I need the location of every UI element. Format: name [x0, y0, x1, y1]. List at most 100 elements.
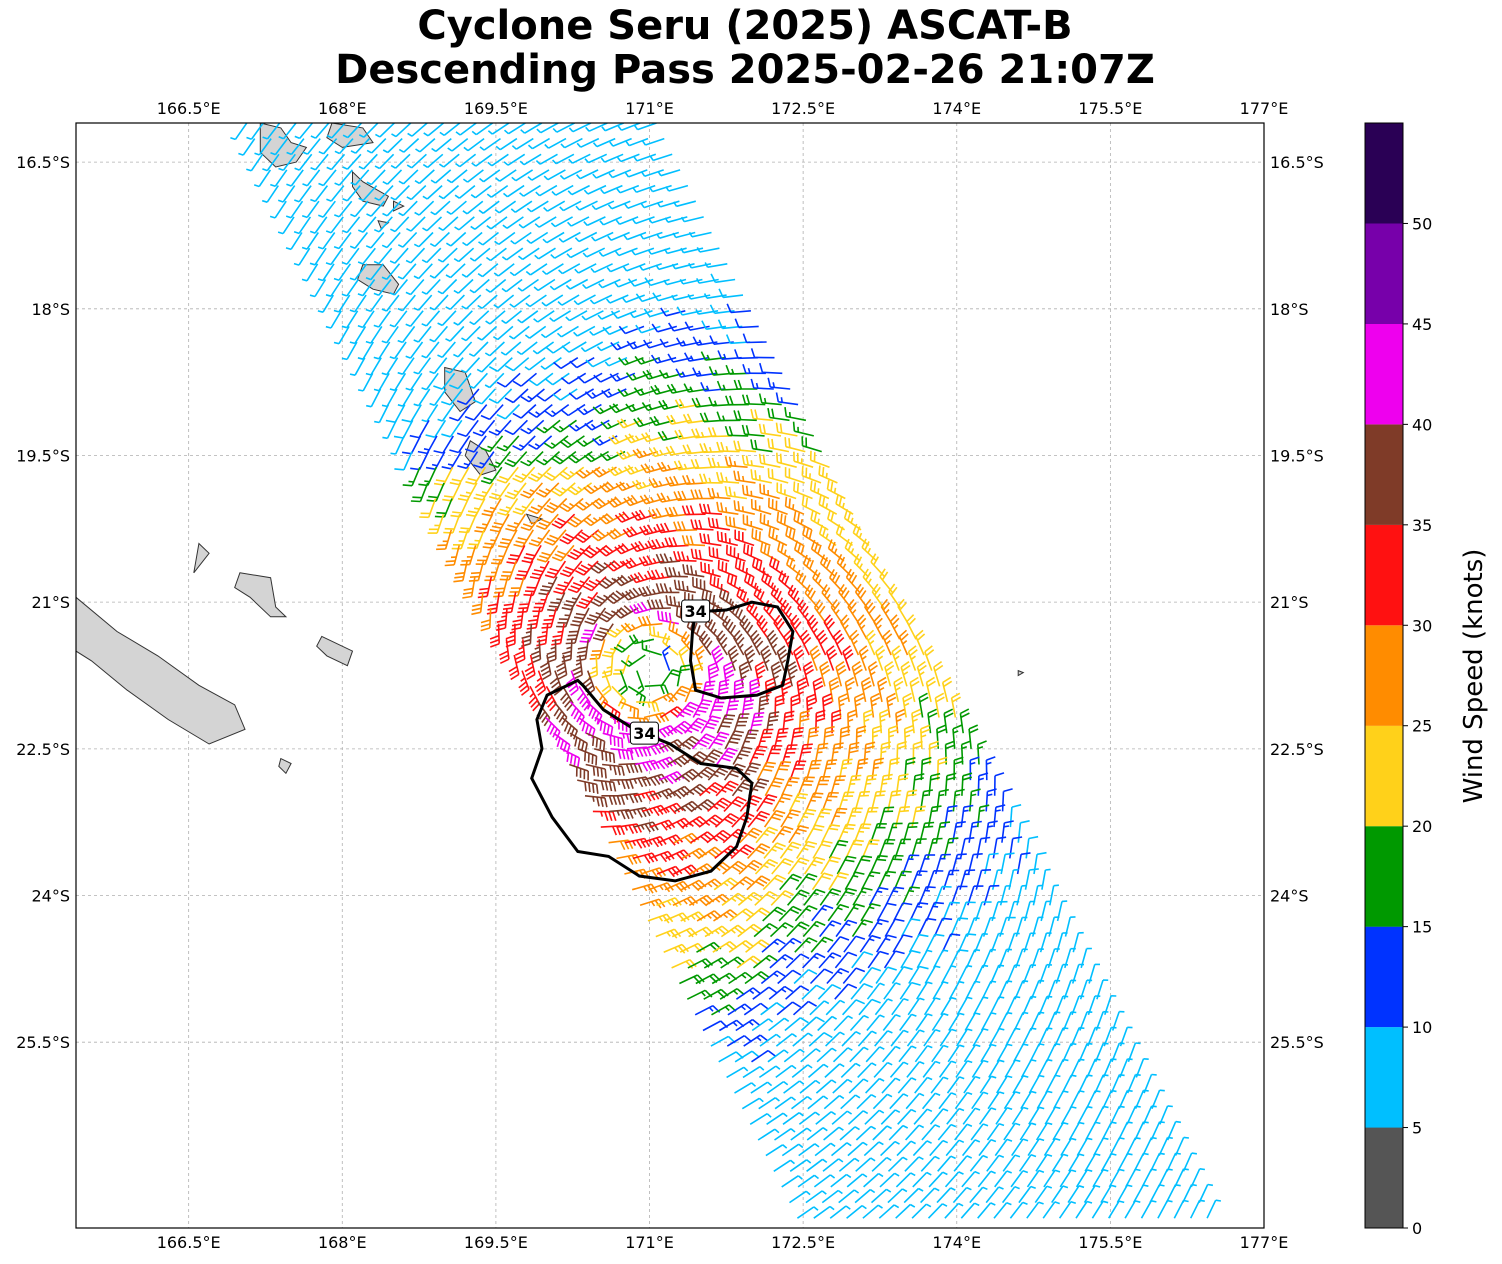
wind-barb [238, 138, 256, 156]
wind-barb [682, 564, 705, 578]
wind-barb [382, 419, 398, 440]
lat-tick-label-left: 16.5°S [16, 153, 70, 172]
wind-barb [810, 539, 829, 562]
wind-barb [768, 497, 788, 515]
wind-barb [676, 337, 702, 347]
wind-barb [519, 184, 541, 197]
wind-barb [520, 388, 545, 403]
colorbar-tick-label: 40 [1412, 415, 1432, 434]
wind-barb [501, 310, 523, 324]
wind-barb [560, 137, 583, 149]
wind-barb [488, 388, 513, 404]
wind-barb [664, 216, 688, 223]
wind-barb [484, 560, 501, 582]
wind-barb [626, 340, 653, 350]
wind-barb [261, 185, 279, 203]
wind-barb [406, 153, 427, 169]
wind-barb [485, 310, 506, 325]
wind-barb [658, 399, 684, 410]
wind-barb [423, 123, 445, 137]
wind-barb [496, 404, 521, 420]
wind-barb [633, 417, 659, 428]
wind-barb [793, 481, 813, 500]
wind-barb [718, 288, 744, 299]
wind-barb [453, 341, 473, 358]
wind-barb [549, 310, 572, 322]
wind-barb [561, 341, 587, 353]
wind-barb [742, 333, 767, 344]
wind-barb [843, 508, 862, 531]
wind-barb [649, 153, 673, 162]
wind-barb [741, 484, 764, 500]
wind-barb [734, 318, 759, 329]
wind-barb [512, 435, 536, 451]
wind-barb [516, 341, 538, 356]
wind-barb [549, 278, 572, 291]
wind-barb [535, 184, 558, 197]
wind-barb [602, 325, 628, 336]
lat-tick-label-left: 22.5°S [16, 740, 70, 759]
wind-barb [618, 356, 644, 366]
wind-barb [576, 137, 600, 148]
wind-barb [350, 138, 370, 154]
wind-barb [672, 231, 696, 239]
wind-barb [598, 544, 624, 557]
lat-tick-label-right: 22.5°S [1270, 740, 1324, 759]
wind-barb [568, 123, 592, 133]
wind-barb [809, 450, 830, 468]
wind-barb [366, 138, 387, 154]
wind-barb [486, 184, 509, 198]
wind-barb [429, 357, 448, 375]
wind-barb [517, 278, 539, 292]
wind-barb [464, 435, 487, 453]
wind-barb [695, 278, 719, 284]
wind-barb [425, 451, 446, 470]
wind-barb [565, 310, 588, 322]
wind-barb [614, 511, 641, 523]
wind-barb [477, 263, 499, 278]
wind-barb [478, 200, 500, 214]
wind-barb [520, 123, 543, 134]
wind-barb [591, 200, 615, 211]
wind-barb [741, 394, 766, 406]
island-2 [352, 170, 390, 207]
wind-barb [776, 452, 797, 468]
wind-barb [639, 524, 665, 536]
wind-barb [608, 169, 632, 179]
wind-barb [431, 137, 452, 153]
lon-tick-label-top: 166.5°E [157, 99, 221, 118]
wind-barb [488, 357, 513, 372]
wind-barb [433, 372, 456, 390]
wind-barb [382, 138, 403, 154]
wind-barb [655, 553, 681, 564]
wind-barb [438, 153, 460, 168]
wind-barb [309, 279, 327, 298]
wind-barb [543, 200, 566, 212]
wind-barb [543, 497, 568, 514]
wind-barb [462, 200, 484, 215]
wind-barb [633, 387, 660, 396]
wind-barb [524, 357, 546, 371]
wind-barb [513, 529, 534, 548]
wind-barb [667, 353, 693, 363]
wind-barb [334, 138, 354, 155]
wind-barb [503, 153, 526, 166]
wind-barb [725, 515, 747, 531]
wind-barb [640, 463, 666, 474]
wind-barb [617, 123, 641, 131]
wind-barb [477, 294, 498, 309]
wind-barb [751, 528, 771, 547]
wind-barb [374, 153, 395, 170]
wind-barb [487, 153, 509, 167]
wind-barb [617, 388, 643, 398]
wind-barb [600, 184, 623, 195]
wind-barb [446, 169, 468, 184]
wind-barb [421, 341, 440, 359]
wind-barb [485, 278, 507, 293]
wind-barb [405, 341, 424, 359]
lat-tick-label-left: 24°S [31, 887, 70, 906]
wind-barb [270, 169, 288, 188]
wind-barb [381, 388, 398, 408]
wind-barb [666, 414, 692, 425]
wind-barb [480, 404, 504, 421]
